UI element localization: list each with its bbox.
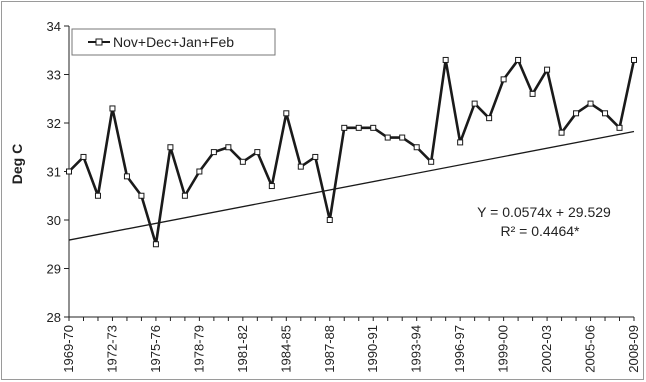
data-point xyxy=(181,192,188,199)
series-markers xyxy=(66,56,637,248)
legend-marker-sample xyxy=(95,38,103,46)
x-tick-label: 1981-82 xyxy=(235,325,250,373)
y-tick-label: 34 xyxy=(47,19,61,34)
x-tick-label: 1978-79 xyxy=(191,325,206,373)
data-point xyxy=(558,129,565,136)
data-point xyxy=(573,110,580,117)
data-point xyxy=(341,124,348,131)
x-tick-label: 1990-91 xyxy=(365,325,380,373)
data-point xyxy=(167,144,174,151)
y-tick-label: 29 xyxy=(47,262,61,277)
data-point xyxy=(109,105,116,112)
x-tick-label: 1999-00 xyxy=(496,325,511,373)
y-tick-label: 33 xyxy=(47,68,61,83)
data-point xyxy=(486,115,493,122)
data-point xyxy=(80,153,87,160)
data-point xyxy=(544,66,551,73)
x-axis-ticks: 1969-70 1972-73 1975-76 1978-79 1981-82 1984-… xyxy=(61,317,641,373)
data-point xyxy=(94,192,101,199)
y-tick-label: 32 xyxy=(47,116,61,131)
x-tick-label: 1987-88 xyxy=(322,325,337,373)
data-point xyxy=(500,76,507,83)
data-point xyxy=(225,144,232,151)
data-point xyxy=(297,163,304,170)
data-point xyxy=(239,158,246,165)
data-point xyxy=(210,149,217,156)
y-axis-ticks: 28 29 30 31 32 33 34 xyxy=(47,19,69,325)
data-point xyxy=(399,134,406,141)
y-tick-label: 30 xyxy=(47,213,61,228)
legend-label: Nov+Dec+Jan+Feb xyxy=(113,34,234,50)
data-point xyxy=(631,56,637,63)
x-tick-label: 1975-76 xyxy=(148,325,163,373)
data-point xyxy=(515,56,522,63)
data-point xyxy=(196,168,203,175)
x-tick-label: 1969-70 xyxy=(61,325,76,373)
data-point xyxy=(457,139,464,146)
trendline xyxy=(68,130,635,241)
y-tick-label: 28 xyxy=(47,310,61,325)
data-point xyxy=(384,134,391,141)
data-point xyxy=(428,158,435,165)
data-point xyxy=(602,110,609,117)
x-tick-label: 2008-09 xyxy=(626,325,641,373)
data-point xyxy=(355,124,362,131)
data-point xyxy=(587,100,594,107)
x-tick-label: 1993-94 xyxy=(409,325,424,373)
x-tick-label: 1972-73 xyxy=(104,325,119,373)
data-point xyxy=(413,144,420,151)
data-point xyxy=(326,217,333,223)
data-point xyxy=(616,124,623,131)
data-point xyxy=(283,110,290,117)
data-point xyxy=(471,100,478,107)
y-axis-title: Deg C xyxy=(9,144,25,184)
data-point xyxy=(254,149,261,156)
series-line xyxy=(68,58,636,246)
r-squared-label: R² = 0.4464* xyxy=(501,223,581,239)
x-tick-label: 2005-06 xyxy=(583,325,598,373)
data-point xyxy=(529,90,536,97)
data-point xyxy=(152,241,159,248)
x-tick-label: 1984-85 xyxy=(278,325,293,373)
data-point xyxy=(370,124,377,131)
data-point xyxy=(123,173,130,180)
data-point xyxy=(66,168,72,175)
regression-equation: Y = 0.0574x + 29.529 xyxy=(477,204,611,220)
x-tick-label: 2002-03 xyxy=(539,325,554,373)
legend: Nov+Dec+Jan+Feb xyxy=(71,28,276,56)
data-point xyxy=(442,56,449,63)
data-point xyxy=(312,153,319,160)
data-point xyxy=(138,192,145,199)
y-tick-label: 31 xyxy=(47,165,61,180)
x-tick-label: 1996-97 xyxy=(452,325,467,373)
data-point xyxy=(268,183,275,190)
plot-area: 28 29 30 31 32 33 34 1969-70 1972-73 1975-76 1978… xyxy=(47,19,641,373)
